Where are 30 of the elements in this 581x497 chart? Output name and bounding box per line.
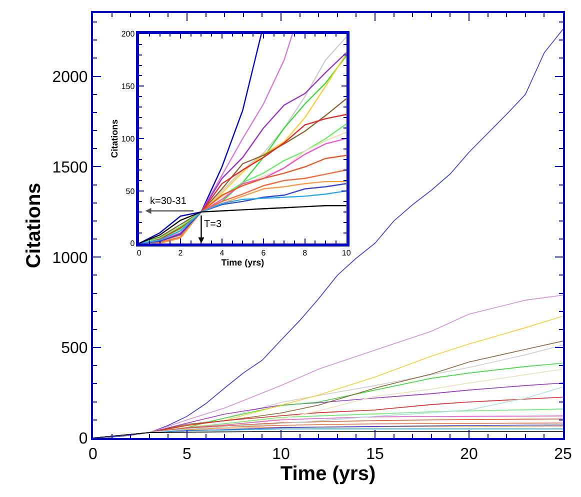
x-tick-label: 8 (302, 248, 308, 258)
y-tick-label: 2000 (52, 68, 88, 86)
x-tick-label: 2 (178, 248, 184, 258)
line-series (139, 205, 346, 244)
x-axis-title: Time (yrs) (280, 463, 376, 486)
y-tick-label: 0 (78, 430, 88, 448)
x-tick-label: 25 (554, 446, 572, 464)
y-tick-label: 50 (126, 186, 136, 196)
x-tick-label: 0 (136, 248, 142, 258)
line-series (139, 34, 262, 244)
x-tick-label: 10 (342, 248, 352, 258)
y-axis-title: Citations (110, 119, 120, 158)
x-tick-label: 10 (272, 446, 290, 464)
y-tick-label: 100 (121, 134, 136, 144)
annotation: T=3 (204, 219, 222, 230)
y-tick-label: 200 (121, 30, 136, 39)
line-series (93, 431, 563, 438)
x-tick-label: 6 (261, 248, 266, 258)
x-tick-label: 4 (220, 248, 225, 258)
x-tick-label: 5 (182, 446, 192, 464)
annotation: k=30-31 (150, 196, 187, 207)
y-axis-title: Citations (23, 182, 46, 268)
x-tick-label: 20 (460, 446, 478, 464)
y-tick-label: 150 (121, 82, 136, 92)
y-tick-label: 0 (130, 239, 136, 248)
y-tick-label: 1500 (52, 159, 88, 176)
y-tick-label: 1000 (52, 250, 88, 267)
x-axis-title: Time (yrs) (221, 258, 264, 268)
y-tick-label: 500 (61, 340, 88, 358)
x-tick-label: 15 (366, 446, 384, 464)
